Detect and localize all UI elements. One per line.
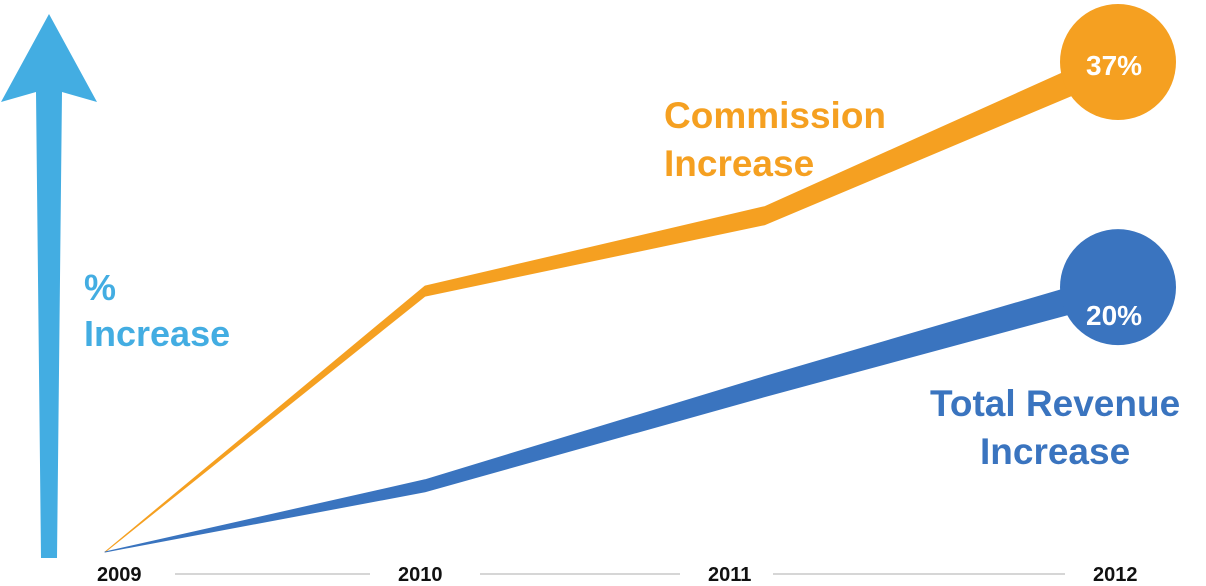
series-label-revenue-line-2: Increase <box>979 431 1131 472</box>
series-label-revenue-line-1: Total Revenue <box>930 383 1181 424</box>
end-value-revenue: 20% <box>1086 300 1143 331</box>
series-label-commission: Commission Increase <box>664 92 886 188</box>
y-axis-label: % Increase <box>84 265 230 357</box>
end-marker-commission <box>1060 4 1176 120</box>
y-axis-label-line-1: % <box>84 267 117 308</box>
series-label-commission-line-1: Commission <box>664 95 887 136</box>
y-axis-label-line-2: Increase <box>84 313 231 354</box>
x-tick-2011: 2011 <box>708 564 752 586</box>
series-layer <box>104 4 1176 553</box>
x-tick-2009: 2009 <box>97 564 142 586</box>
series-ribbon-commission <box>104 47 1119 553</box>
y-axis-arrow-icon <box>1 14 97 558</box>
end-marker-revenue <box>1060 229 1176 346</box>
series-label-revenue: Total Revenue Increase <box>930 380 1180 476</box>
series-label-commission-line-2: Increase <box>664 143 815 184</box>
x-tick-2010: 2010 <box>398 564 443 586</box>
end-value-commission: 37% <box>1086 50 1143 81</box>
x-tick-2012: 2012 <box>1093 564 1138 586</box>
